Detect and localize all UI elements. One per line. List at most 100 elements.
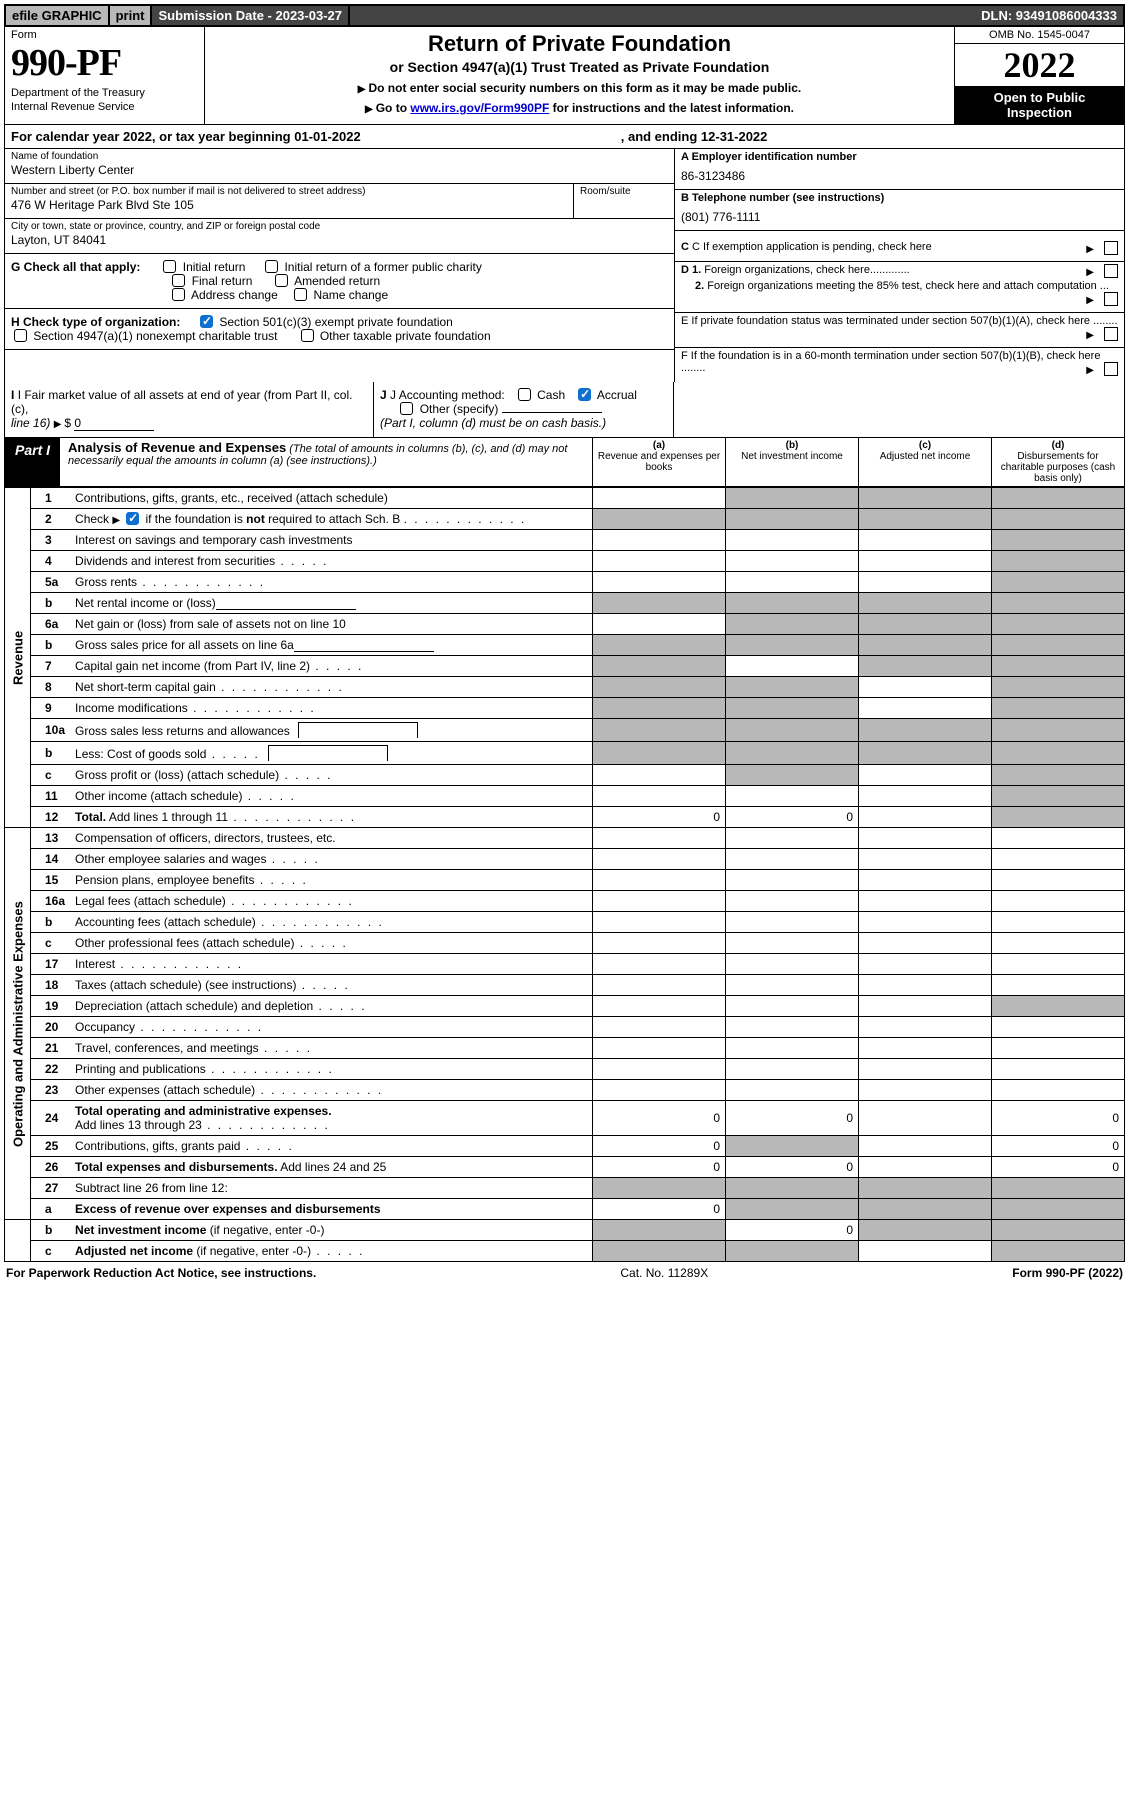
efile-topbar: efile GRAPHIC print Submission Date - 20… [4, 4, 1125, 27]
form-subtitle: or Section 4947(a)(1) Trust Treated as P… [213, 59, 946, 75]
print-button[interactable]: print [110, 6, 153, 25]
col-d-head: (d)Disbursements for charitable purposes… [991, 438, 1124, 486]
form-instr-ssn: Do not enter social security numbers on … [213, 81, 946, 95]
chk-address-change[interactable] [172, 288, 185, 301]
part1-tag: Part I [5, 438, 60, 486]
chk-final-return[interactable] [172, 274, 185, 287]
table-row: Revenue 1Contributions, gifts, grants, e… [5, 488, 1125, 509]
section-e-cell: E If private foundation status was termi… [675, 313, 1124, 348]
tax-year: 2022 [955, 44, 1124, 86]
table-row: 9Income modifications [5, 698, 1125, 719]
arrow-icon [1086, 294, 1094, 306]
catalog-number: Cat. No. 11289X [620, 1266, 708, 1280]
chk-status-terminated[interactable] [1104, 327, 1118, 341]
table-row: 6aNet gain or (loss) from sale of assets… [5, 614, 1125, 635]
irs-link[interactable]: www.irs.gov/Form990PF [410, 101, 549, 115]
part1-desc: Analysis of Revenue and Expenses (The to… [60, 438, 592, 486]
form-title-block: Return of Private Foundation or Section … [205, 27, 954, 124]
table-row: cOther professional fees (attach schedul… [5, 933, 1125, 954]
dept-irs: Internal Revenue Service [11, 101, 198, 113]
omb-number: OMB No. 1545-0047 [955, 27, 1124, 44]
table-row: 2 Check if the foundation is not require… [5, 509, 1125, 530]
table-row: 8Net short-term capital gain [5, 677, 1125, 698]
table-row: aExcess of revenue over expenses and dis… [5, 1199, 1125, 1220]
form-number: 990-PF [11, 41, 198, 85]
arrow-icon [1086, 329, 1094, 341]
fmv-value: 0 [74, 416, 154, 431]
submission-date: Submission Date - 2023-03-27 [152, 6, 350, 25]
address-row: Number and street (or P.O. box number if… [5, 184, 674, 219]
ein-value: 86-3123486 [681, 169, 1118, 183]
chk-sch-b[interactable] [126, 512, 139, 525]
section-c-cell: C C If exemption application is pending,… [675, 231, 1124, 262]
form-header: Form 990-PF Department of the Treasury I… [4, 27, 1125, 125]
topbar-spacer [350, 6, 975, 25]
chk-initial-return[interactable] [163, 260, 176, 273]
room-suite-label: Room/suite [580, 186, 668, 197]
chk-exemption-pending[interactable] [1104, 241, 1118, 255]
chk-foreign-85[interactable] [1104, 292, 1118, 306]
calyear-end: , and ending 12-31-2022 [621, 129, 768, 144]
table-row: 10aGross sales less returns and allowanc… [5, 719, 1125, 742]
table-row: 12Total. Add lines 1 through 1100 [5, 807, 1125, 828]
table-row: 18Taxes (attach schedule) (see instructi… [5, 975, 1125, 996]
col-c-head: (c)Adjusted net income [858, 438, 991, 486]
table-row: 11Other income (attach schedule) [5, 786, 1125, 807]
expenses-sidelabel: Operating and Administrative Expenses [5, 828, 31, 1220]
chk-accrual[interactable] [578, 388, 591, 401]
table-row: 7Capital gain net income (from Part IV, … [5, 656, 1125, 677]
col-a-head: (a)Revenue and expenses per books [592, 438, 725, 486]
arrow-icon [365, 101, 373, 115]
efile-label: efile GRAPHIC [6, 6, 110, 25]
chk-501c3[interactable] [200, 315, 213, 328]
table-row: bGross sales price for all assets on lin… [5, 635, 1125, 656]
table-row: 25Contributions, gifts, grants paid00 [5, 1136, 1125, 1157]
chk-other-method[interactable] [400, 402, 413, 415]
section-i-j-row: I I Fair market value of all assets at e… [4, 382, 1125, 438]
page-footer: For Paperwork Reduction Act Notice, see … [4, 1262, 1125, 1280]
table-row: Operating and Administrative Expenses 13… [5, 828, 1125, 849]
chk-initial-public[interactable] [265, 260, 278, 273]
table-row: bLess: Cost of goods sold [5, 742, 1125, 765]
arrow-icon [358, 81, 366, 95]
chk-name-change[interactable] [294, 288, 307, 301]
table-row: 24Total operating and administrative exp… [5, 1101, 1125, 1136]
arrow-icon [54, 416, 62, 430]
form-ref: Form 990-PF (2022) [1012, 1266, 1123, 1280]
table-row: 16aLegal fees (attach schedule) [5, 891, 1125, 912]
form-title: Return of Private Foundation [213, 31, 946, 57]
table-row: 19Depreciation (attach schedule) and dep… [5, 996, 1125, 1017]
table-row: 26Total expenses and disbursements. Add … [5, 1157, 1125, 1178]
chk-cash[interactable] [518, 388, 531, 401]
arrow-icon [112, 512, 120, 526]
chk-4947a1[interactable] [14, 329, 27, 342]
calyear-begin: For calendar year 2022, or tax year begi… [11, 129, 361, 144]
table-row: 5aGross rents [5, 572, 1125, 593]
table-row: 22Printing and publications [5, 1059, 1125, 1080]
arrow-icon [1086, 266, 1094, 278]
table-row: 14Other employee salaries and wages [5, 849, 1125, 870]
calendar-year-row: For calendar year 2022, or tax year begi… [4, 125, 1125, 149]
table-row: 27Subtract line 26 from line 12: [5, 1178, 1125, 1199]
ein-cell: A Employer identification number 86-3123… [675, 149, 1124, 190]
form-instr-link: Go to www.irs.gov/Form990PF for instruct… [213, 101, 946, 115]
table-row: cAdjusted net income (if negative, enter… [5, 1241, 1125, 1262]
table-row: bNet rental income or (loss) [5, 593, 1125, 614]
table-row: 4Dividends and interest from securities [5, 551, 1125, 572]
part1-header: Part I Analysis of Revenue and Expenses … [4, 438, 1125, 487]
table-row: 23Other expenses (attach schedule) [5, 1080, 1125, 1101]
col-b-head: (b)Net investment income [725, 438, 858, 486]
entity-info-grid: Name of foundation Western Liberty Cente… [4, 149, 1125, 382]
street-address: 476 W Heritage Park Blvd Ste 105 [11, 198, 567, 212]
arrow-icon [1086, 364, 1094, 376]
dept-treasury: Department of the Treasury [11, 87, 198, 99]
foundation-name-cell: Name of foundation Western Liberty Cente… [5, 149, 674, 184]
form-year-block: OMB No. 1545-0047 2022 Open to PublicIns… [954, 27, 1124, 124]
chk-other-taxable[interactable] [301, 329, 314, 342]
part1-table: Revenue 1Contributions, gifts, grants, e… [4, 487, 1125, 1262]
table-row: bNet investment income (if negative, ent… [5, 1220, 1125, 1241]
chk-60month[interactable] [1104, 362, 1118, 376]
chk-amended-return[interactable] [275, 274, 288, 287]
phone-cell: B Telephone number (see instructions) (8… [675, 190, 1124, 231]
chk-foreign-org[interactable] [1104, 264, 1118, 278]
